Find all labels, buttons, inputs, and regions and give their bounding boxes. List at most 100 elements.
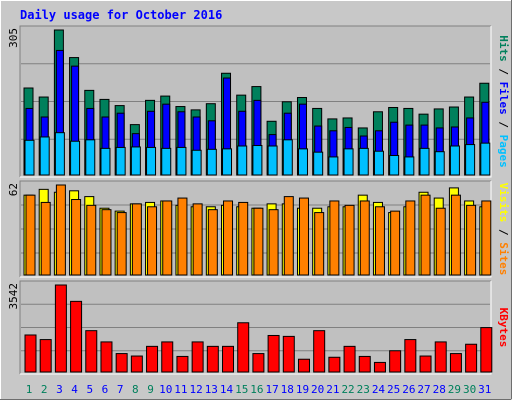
- bar-kbytes-day-20: [313, 330, 326, 373]
- bar-sites-day-30: [466, 204, 477, 276]
- x-tick-label: 26: [402, 383, 415, 396]
- x-tick-label: 14: [220, 383, 234, 396]
- bar-kbytes-day-8: [130, 355, 143, 373]
- x-tick-label: 1: [26, 383, 33, 396]
- plot-bevel: [20, 26, 492, 178]
- x-tick-label: 31: [478, 383, 491, 396]
- bar-pages-day-20: [313, 151, 324, 176]
- bar-pages-day-12: [191, 149, 202, 176]
- bar-sites-day-7: [116, 212, 127, 276]
- bar-kbytes-day-12: [191, 341, 204, 373]
- bar-pages-day-9: [146, 146, 157, 176]
- bar-kbytes-day-30: [465, 343, 478, 373]
- bar-sites-day-25: [390, 210, 401, 276]
- x-tick-label: 5: [86, 383, 93, 396]
- max-value-label: 62: [7, 183, 20, 196]
- bar-pages-day-4: [70, 140, 81, 176]
- x-tick-label: 20: [311, 383, 324, 396]
- series-legend-label: Visits / Sites: [497, 183, 510, 276]
- bar-pages-day-21: [328, 156, 339, 176]
- x-tick-label: 4: [71, 383, 78, 396]
- bar-sites-day-22: [344, 204, 355, 276]
- bar-pages-day-30: [465, 144, 476, 176]
- x-tick-label: 16: [250, 383, 263, 396]
- visits-sites-panel: 62 Visits / Sites: [7, 180, 510, 278]
- bar-kbytes-day-18: [282, 335, 295, 373]
- bar-sites-day-5: [86, 204, 97, 276]
- x-tick-label: 15: [235, 383, 248, 396]
- bar-sites-day-27: [420, 194, 431, 276]
- bar-pages-day-15: [237, 145, 248, 176]
- bar-kbytes-day-17: [267, 334, 280, 373]
- x-tick-label: 27: [417, 383, 430, 396]
- bar-kbytes-day-7: [115, 353, 128, 373]
- bar-pages-day-11: [176, 146, 187, 176]
- x-tick-label: 18: [281, 383, 294, 396]
- bar-sites-day-21: [329, 200, 340, 276]
- bar-sites-day-10: [162, 200, 173, 276]
- bar-kbytes-day-22: [343, 345, 356, 373]
- bar-sites-day-24: [374, 206, 385, 276]
- bar-sites-day-8: [131, 203, 142, 276]
- plot-bevel: [19, 25, 491, 177]
- bar-sites-day-11: [177, 197, 188, 276]
- bar-pages-day-10: [161, 147, 172, 176]
- bar-pages-day-3: [54, 132, 65, 176]
- bar-pages-day-14: [222, 148, 233, 176]
- bar-sites-day-13: [207, 209, 218, 276]
- bar-kbytes-day-11: [176, 355, 189, 373]
- bar-kbytes-day-25: [389, 350, 402, 373]
- bar-sites-day-31: [481, 200, 492, 276]
- bar-sites-day-20: [314, 212, 325, 276]
- bar-pages-day-5: [85, 139, 96, 176]
- x-tick-label: 7: [117, 383, 124, 396]
- x-tick-label: 12: [190, 383, 203, 396]
- bar-kbytes-day-6: [100, 341, 113, 373]
- x-tick-label: 6: [102, 383, 109, 396]
- max-value-label: 305: [7, 28, 20, 48]
- bar-pages-day-22: [343, 148, 354, 176]
- bar-kbytes-day-3: [54, 284, 67, 373]
- bar-kbytes-day-21: [328, 356, 341, 373]
- x-tick-label: 23: [357, 383, 370, 396]
- x-tick-label: 17: [265, 383, 278, 396]
- x-tick-label: 13: [205, 383, 218, 396]
- x-tick-label: 21: [326, 383, 339, 396]
- bar-pages-day-7: [115, 146, 126, 176]
- bar-sites-day-9: [147, 206, 158, 276]
- bar-kbytes-day-10: [161, 341, 174, 373]
- x-tick-label: 19: [296, 383, 309, 396]
- plot-bevel: [19, 280, 491, 374]
- plot-bevel: [19, 180, 491, 277]
- bar-pages-day-6: [100, 147, 111, 176]
- bar-sites-day-15: [238, 201, 249, 276]
- x-tick-label: 28: [433, 383, 446, 396]
- bar-sites-day-1: [25, 194, 36, 276]
- bar-kbytes-day-14: [222, 345, 235, 373]
- bar-sites-day-23: [359, 200, 370, 276]
- x-axis-labels: 1 2 3 4 5 6 7 8 9 10 11 12 13 14 15 16 17 18 19 20 21 22 23 24 2…: [26, 383, 492, 396]
- bar-kbytes-day-24: [373, 361, 386, 373]
- bar-sites-day-17: [268, 209, 279, 276]
- x-tick-label: 24: [372, 383, 386, 396]
- x-tick-label: 22: [341, 383, 354, 396]
- bar-pages-day-8: [130, 146, 141, 176]
- bar-pages-day-26: [404, 156, 415, 176]
- bar-pages-day-25: [389, 155, 400, 176]
- bar-sites-day-2: [40, 201, 51, 276]
- bar-pages-day-29: [449, 145, 460, 176]
- bar-kbytes-day-31: [480, 327, 493, 373]
- bar-pages-day-23: [358, 147, 369, 176]
- bar-kbytes-day-2: [39, 339, 52, 373]
- bar-pages-day-27: [419, 147, 430, 176]
- bar-sites-day-4: [71, 199, 82, 276]
- bar-kbytes-day-19: [297, 358, 310, 373]
- bar-sites-day-14: [223, 200, 234, 276]
- bar-pages-day-31: [480, 142, 491, 176]
- bar-sites-day-12: [192, 203, 203, 276]
- chart-title: Daily usage for October 2016: [20, 8, 222, 22]
- x-tick-label: 10: [159, 383, 172, 396]
- bar-sites-day-19: [298, 197, 309, 276]
